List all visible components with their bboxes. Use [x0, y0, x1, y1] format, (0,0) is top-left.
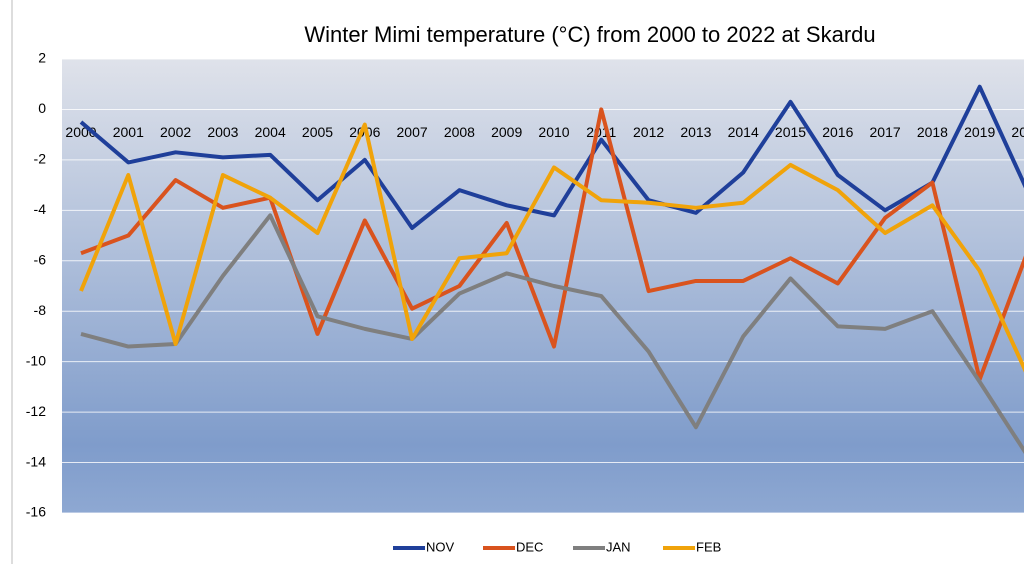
x-tick-label: 2019 [964, 124, 995, 140]
x-tick-label: 2003 [207, 124, 238, 140]
y-tick-label: 2 [38, 50, 46, 66]
series-line [79, 84, 1024, 230]
x-tick-label: 2020 [1011, 124, 1024, 140]
x-tick-label: 2013 [680, 124, 711, 140]
x-tick-label: 2002 [160, 124, 191, 140]
x-tick-label: 2018 [917, 124, 948, 140]
plot-area [62, 59, 1024, 513]
chart-title: Winter Mimi temperature (°C) from 2000 t… [304, 22, 875, 47]
y-tick-label: 0 [38, 100, 46, 116]
y-tick-label: -14 [26, 453, 46, 469]
y-tick-label: -16 [26, 504, 46, 520]
y-tick-label: -6 [34, 251, 47, 267]
y-tick-label: -12 [26, 403, 46, 419]
x-tick-label: 2009 [491, 124, 522, 140]
series-line [80, 213, 1024, 455]
series-line [79, 122, 1024, 373]
x-tick-label: 2004 [255, 124, 286, 140]
legend-label: NOV [426, 539, 455, 554]
x-tick-label: 2008 [444, 124, 475, 140]
y-tick-label: -2 [34, 151, 47, 167]
series-line [80, 107, 1024, 382]
x-tick-label: 2015 [775, 124, 806, 140]
x-tick-label: 2014 [728, 124, 759, 140]
x-tick-label: 2017 [870, 124, 901, 140]
x-tick-label: 2007 [397, 124, 428, 140]
y-tick-label: -4 [34, 201, 47, 217]
legend-label: JAN [606, 539, 631, 554]
legend-label: DEC [516, 539, 543, 554]
y-tick-label: -10 [26, 352, 46, 368]
legend-label: FEB [696, 539, 721, 554]
x-tick-label: 2016 [822, 124, 853, 140]
y-tick-label: -8 [34, 302, 47, 318]
x-tick-label: 2001 [113, 124, 144, 140]
x-tick-label: 2012 [633, 124, 664, 140]
x-tick-label: 2005 [302, 124, 333, 140]
x-tick-label: 2010 [538, 124, 569, 140]
